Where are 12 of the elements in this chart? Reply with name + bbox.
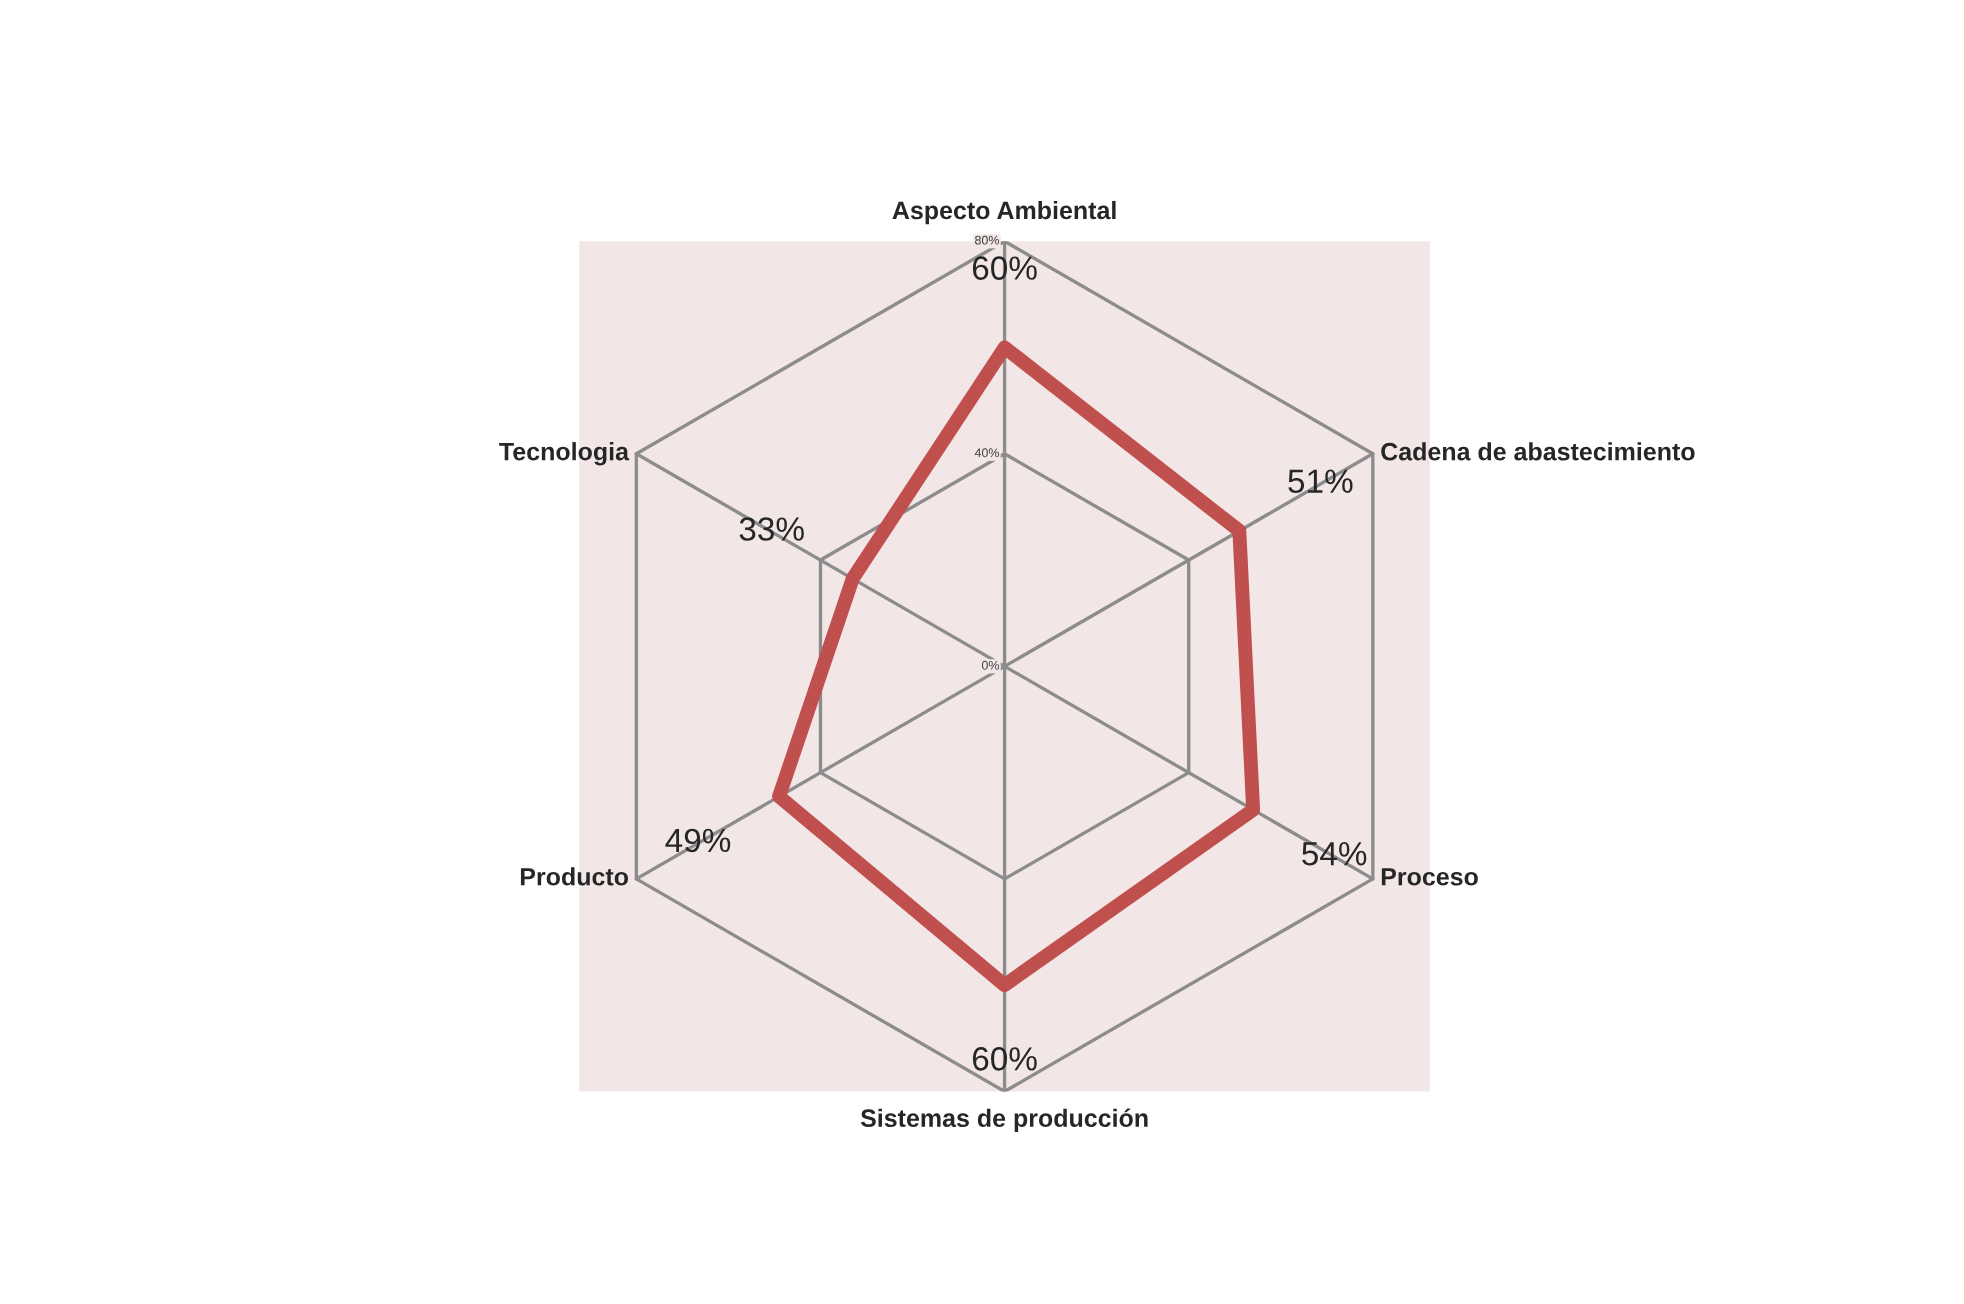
data-label: 60% <box>972 256 1037 280</box>
data-label: 33% <box>739 517 804 541</box>
spoke-label: Producto <box>520 867 629 886</box>
data-label: 51% <box>1288 469 1353 494</box>
data-label: 49% <box>665 828 731 853</box>
data-label: 60% <box>972 1047 1037 1071</box>
spoke-label: Proceso <box>1381 868 1478 886</box>
data-label: 54% <box>1302 842 1367 866</box>
spoke-label: Tecnologia <box>499 442 630 466</box>
spoke-label: Cadena de abastecimiento <box>1381 442 1695 461</box>
spoke-label: Sistemas de producción <box>860 1108 1148 1132</box>
spoke-label: Aspecto Ambiental <box>892 200 1116 225</box>
